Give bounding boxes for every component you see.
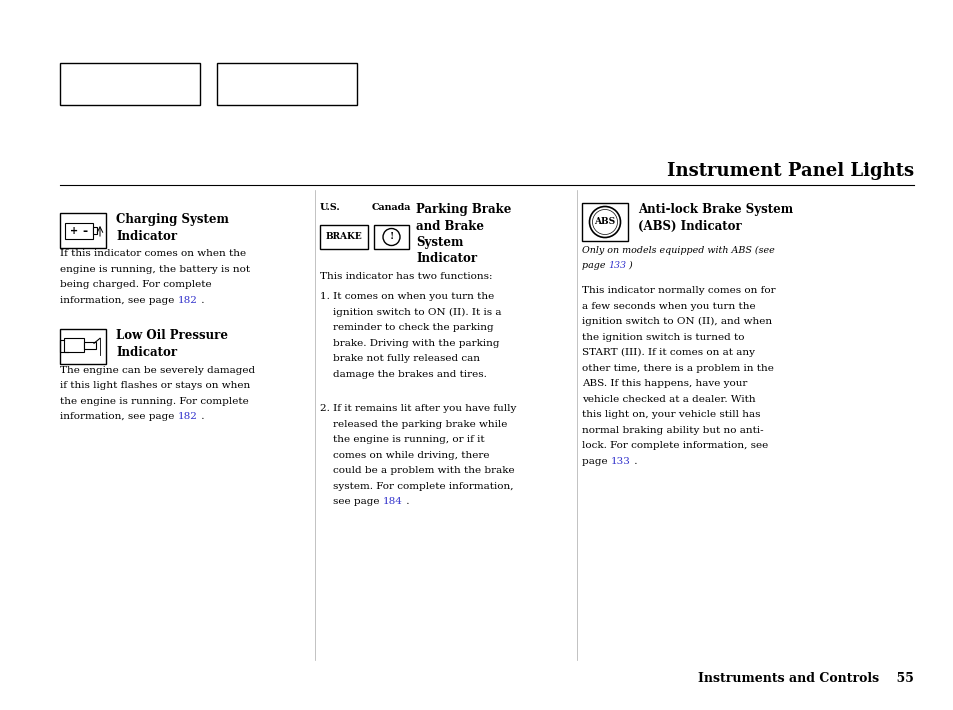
Text: brake not fully released can: brake not fully released can [319,354,479,364]
Text: other time, there is a problem in the: other time, there is a problem in the [581,364,773,373]
Text: This indicator has two functions:: This indicator has two functions: [319,273,492,281]
Text: this light on, your vehicle still has: this light on, your vehicle still has [581,410,760,420]
Bar [319,225,368,249]
Text: +: + [70,226,78,236]
Bar [92,227,97,234]
Text: Anti-lock Brake System: Anti-lock Brake System [638,203,792,216]
Text: the engine is running. For complete: the engine is running. For complete [60,397,249,405]
Text: engine is running, the battery is not: engine is running, the battery is not [60,265,250,274]
Bar [374,225,409,249]
Text: see page: see page [319,497,382,506]
Text: Indicator: Indicator [116,229,177,243]
Text: Parking Brake: Parking Brake [416,203,511,216]
Text: This indicator normally comes on for: This indicator normally comes on for [581,286,775,295]
Text: .: . [402,497,409,506]
Text: If this indicator comes on when the: If this indicator comes on when the [60,249,246,258]
Text: lock. For complete information, see: lock. For complete information, see [581,442,767,450]
Text: U.S.: U.S. [319,203,340,212]
Text: normal braking ability but no anti-: normal braking ability but no anti- [581,426,762,435]
Bar [60,329,106,364]
Text: Only on models equipped with ABS (see: Only on models equipped with ABS (see [581,246,774,255]
Text: !: ! [389,232,394,241]
Bar [64,338,84,352]
Text: could be a problem with the brake: could be a problem with the brake [319,466,514,475]
Text: BRAKE: BRAKE [325,232,362,241]
Text: .: . [197,412,204,421]
Text: Instrument Panel Lights: Instrument Panel Lights [666,162,913,180]
Text: and Brake: and Brake [416,219,483,232]
Text: ABS: ABS [594,217,615,226]
Text: ): ) [626,261,633,270]
Text: (ABS) Indicator: (ABS) Indicator [638,219,741,232]
Text: 133: 133 [610,457,630,466]
Text: comes on while driving, there: comes on while driving, there [319,451,489,459]
Bar [60,213,106,248]
Text: .: . [630,457,637,466]
Text: the ignition switch is turned to: the ignition switch is turned to [581,333,743,342]
Text: The engine can be severely damaged: The engine can be severely damaged [60,366,254,375]
Text: Indicator: Indicator [116,346,177,359]
Text: a few seconds when you turn the: a few seconds when you turn the [581,302,755,311]
Bar [60,63,200,105]
Text: Instruments and Controls    55: Instruments and Controls 55 [698,672,913,685]
Text: .: . [197,296,204,305]
Text: being charged. For complete: being charged. For complete [60,280,212,289]
Text: Charging System: Charging System [116,213,229,226]
Text: reminder to check the parking: reminder to check the parking [319,324,493,332]
Text: brake. Driving with the parking: brake. Driving with the parking [319,339,499,348]
Text: 2. If it remains lit after you have fully: 2. If it remains lit after you have full… [319,404,516,413]
Text: 1. It comes on when you turn the: 1. It comes on when you turn the [319,293,494,302]
Bar [65,223,92,239]
Text: ABS. If this happens, have your: ABS. If this happens, have your [581,379,746,388]
Text: information, see page: information, see page [60,412,177,421]
Text: START (III). If it comes on at any: START (III). If it comes on at any [581,349,754,357]
Text: ignition switch to ON (II). It is a: ignition switch to ON (II). It is a [319,308,501,317]
Text: if this light flashes or stays on when: if this light flashes or stays on when [60,381,250,390]
Text: system. For complete information,: system. For complete information, [319,481,513,491]
Text: System: System [416,236,463,249]
Text: released the parking brake while: released the parking brake while [319,420,507,429]
Text: 184: 184 [382,497,402,506]
Text: the engine is running, or if it: the engine is running, or if it [319,435,484,444]
Bar [216,63,356,105]
Text: page: page [581,261,608,270]
Text: Indicator: Indicator [416,253,476,266]
Bar [84,342,96,349]
Text: Canada: Canada [372,203,411,212]
Text: -: - [82,224,88,238]
Text: vehicle checked at a dealer. With: vehicle checked at a dealer. With [581,395,755,404]
Bar [581,203,627,241]
Text: damage the brakes and tires.: damage the brakes and tires. [319,370,486,379]
Text: 182: 182 [177,412,197,421]
Text: ignition switch to ON (II), and when: ignition switch to ON (II), and when [581,317,771,327]
Text: Low Oil Pressure: Low Oil Pressure [116,329,228,342]
Text: information, see page: information, see page [60,296,177,305]
Text: 133: 133 [608,261,626,270]
Text: 182: 182 [177,296,197,305]
Text: page: page [581,457,610,466]
